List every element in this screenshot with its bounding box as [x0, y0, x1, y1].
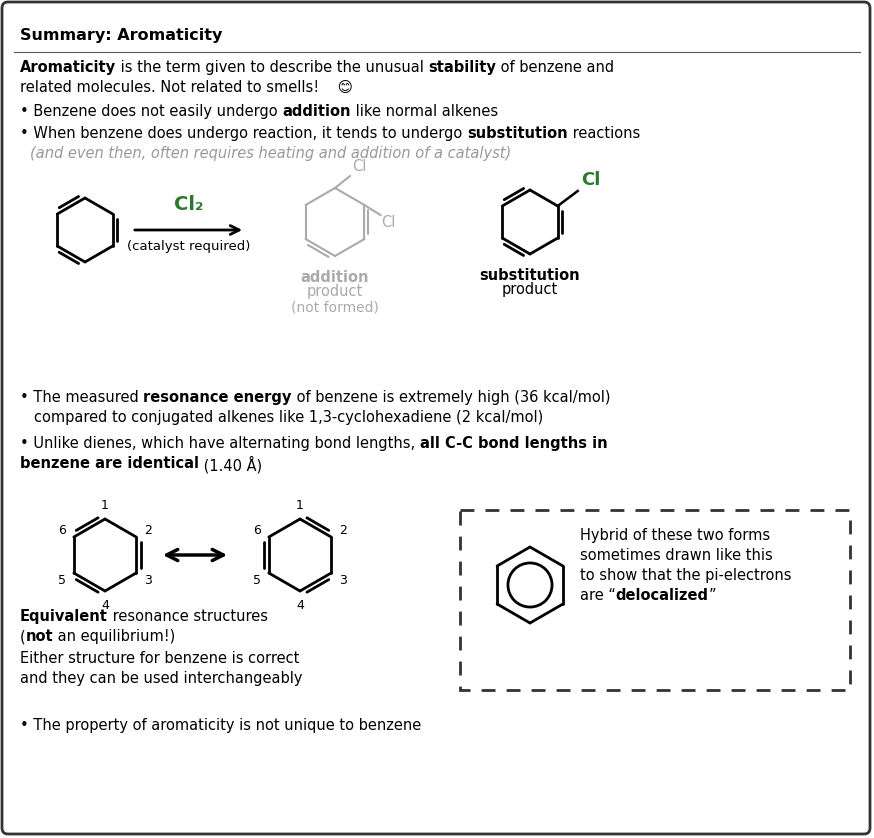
Text: related molecules. Not related to smells!    😊: related molecules. Not related to smells… — [20, 80, 353, 95]
Text: are “: are “ — [580, 588, 616, 603]
Text: 4: 4 — [101, 598, 109, 612]
Text: delocalized: delocalized — [616, 588, 709, 603]
Text: 5: 5 — [58, 573, 66, 587]
Text: and they can be used interchangeably: and they can be used interchangeably — [20, 671, 302, 686]
Text: 2: 2 — [144, 524, 152, 536]
Text: ”: ” — [709, 588, 717, 603]
Text: compared to conjugated alkenes like 1,3-cyclohexadiene (2 kcal/mol): compared to conjugated alkenes like 1,3-… — [34, 410, 544, 425]
Text: 3: 3 — [144, 573, 152, 587]
Text: Aromaticity: Aromaticity — [20, 60, 116, 75]
Text: reactions: reactions — [567, 126, 640, 141]
Text: (1.40 Å): (1.40 Å) — [199, 456, 262, 473]
Text: of benzene and: of benzene and — [496, 60, 614, 75]
Text: (not formed): (not formed) — [291, 300, 379, 314]
Text: • Unlike dienes, which have alternating bond lengths,: • Unlike dienes, which have alternating … — [20, 436, 420, 451]
Text: benzene are identical: benzene are identical — [20, 456, 199, 471]
Text: Summary: Aromaticity: Summary: Aromaticity — [20, 28, 222, 43]
Text: • When benzene does undergo reaction, it tends to undergo: • When benzene does undergo reaction, it… — [20, 126, 467, 141]
Text: 4: 4 — [296, 598, 304, 612]
Text: of benzene is extremely high (36 kcal/mol): of benzene is extremely high (36 kcal/mo… — [292, 390, 610, 405]
Text: 3: 3 — [339, 573, 347, 587]
Text: Equivalent: Equivalent — [20, 609, 108, 624]
Text: Cl₂: Cl₂ — [174, 195, 204, 214]
Text: 6: 6 — [58, 524, 66, 536]
Text: Hybrid of these two forms: Hybrid of these two forms — [580, 528, 770, 543]
Text: product: product — [502, 282, 558, 297]
Text: Cl: Cl — [580, 171, 600, 189]
Text: Cl: Cl — [381, 215, 396, 230]
Text: (catalyst required): (catalyst required) — [127, 240, 250, 253]
Text: not: not — [25, 629, 53, 644]
Text: product: product — [307, 284, 363, 299]
Text: (: ( — [20, 629, 25, 644]
Text: resonance structures: resonance structures — [108, 609, 267, 624]
Text: 2: 2 — [339, 524, 347, 536]
Text: addition: addition — [282, 104, 350, 119]
Text: 1: 1 — [296, 499, 304, 511]
Text: • Benzene does not easily undergo: • Benzene does not easily undergo — [20, 104, 282, 119]
Text: an equilibrium!): an equilibrium!) — [53, 629, 176, 644]
Text: addition: addition — [301, 270, 369, 285]
Text: all C-C bond lengths in: all C-C bond lengths in — [420, 436, 607, 451]
Text: 1: 1 — [101, 499, 109, 511]
Text: sometimes drawn like this: sometimes drawn like this — [580, 548, 773, 563]
Text: to show that the pi-electrons: to show that the pi-electrons — [580, 568, 792, 583]
Text: stability: stability — [428, 60, 496, 75]
Text: • The measured: • The measured — [20, 390, 143, 405]
Text: (and even then, often requires heating and addition of a catalyst): (and even then, often requires heating a… — [30, 146, 511, 161]
Text: 6: 6 — [253, 524, 260, 536]
Text: is the term given to describe the unusual: is the term given to describe the unusua… — [116, 60, 428, 75]
Text: like normal alkenes: like normal alkenes — [350, 104, 498, 119]
Text: resonance energy: resonance energy — [143, 390, 292, 405]
Text: Either structure for benzene is correct: Either structure for benzene is correct — [20, 651, 300, 666]
Text: • The property of aromaticity is not unique to benzene: • The property of aromaticity is not uni… — [20, 718, 421, 733]
Text: substitution: substitution — [467, 126, 567, 141]
Text: Cl: Cl — [352, 159, 366, 174]
Text: 5: 5 — [253, 573, 260, 587]
Text: substitution: substitution — [480, 268, 580, 283]
